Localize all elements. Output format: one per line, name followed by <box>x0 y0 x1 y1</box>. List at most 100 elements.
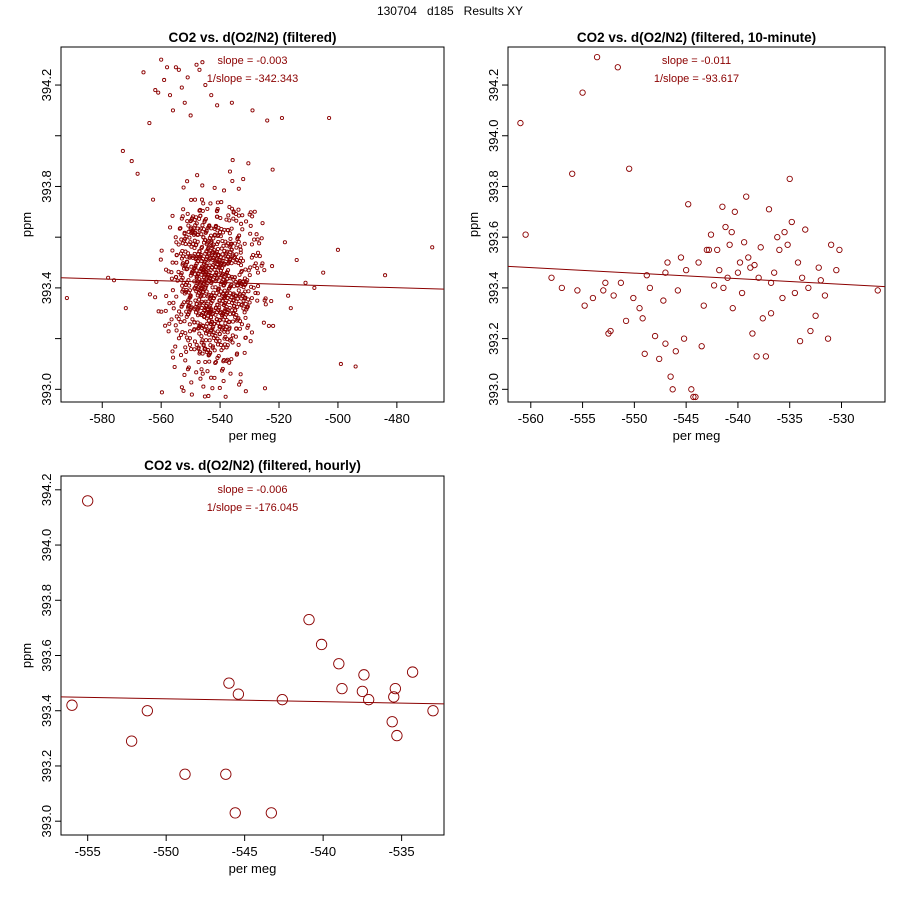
data-point <box>236 213 241 218</box>
data-point <box>178 226 183 231</box>
data-point <box>190 229 195 234</box>
data-point <box>167 93 173 98</box>
data-point <box>312 285 317 290</box>
data-point <box>237 326 243 331</box>
data-point <box>222 295 227 300</box>
data-point <box>249 330 254 335</box>
data-point <box>674 287 682 294</box>
data-point <box>173 235 178 240</box>
data-point <box>664 259 671 266</box>
data-point <box>315 638 328 651</box>
data-point <box>111 278 117 283</box>
data-point <box>260 221 265 226</box>
data-point <box>238 372 243 377</box>
data-point <box>230 178 235 184</box>
data-point <box>198 266 204 271</box>
data-point <box>185 266 190 271</box>
data-point <box>239 221 244 226</box>
data-point <box>234 352 239 357</box>
data-point <box>221 243 226 248</box>
data-point <box>338 361 343 367</box>
data-point <box>176 316 181 322</box>
data-point <box>682 266 690 274</box>
data-point <box>174 328 179 333</box>
y-tick-label: 393.2 <box>486 322 501 355</box>
data-point <box>184 254 189 259</box>
data-point <box>187 336 192 341</box>
data-point <box>229 226 234 231</box>
data-point <box>223 315 228 320</box>
data-point <box>189 197 194 202</box>
data-point <box>174 275 179 280</box>
data-point <box>196 359 201 365</box>
data-point <box>141 705 153 717</box>
data-point <box>229 807 241 819</box>
data-point <box>202 327 207 332</box>
data-point <box>265 118 270 123</box>
x-tick-label: -545 <box>232 844 258 859</box>
data-point <box>220 258 225 263</box>
data-point <box>184 309 189 314</box>
x-tick-label: -550 <box>153 844 179 859</box>
data-point <box>172 364 177 370</box>
data-point <box>186 365 191 370</box>
data-point <box>247 212 252 217</box>
data-point <box>174 294 179 299</box>
data-point <box>206 224 212 229</box>
data-point <box>201 343 206 348</box>
data-point <box>269 299 274 304</box>
data-point <box>261 320 266 325</box>
data-point <box>178 319 183 325</box>
data-point <box>248 265 253 270</box>
data-point <box>205 206 210 211</box>
x-tick-label: -540 <box>725 411 751 426</box>
data-point <box>179 216 184 221</box>
data-point <box>147 292 152 297</box>
data-point <box>740 239 748 246</box>
data-point <box>153 88 158 93</box>
plot-frame <box>60 475 445 836</box>
data-point <box>179 85 184 90</box>
data-point <box>129 159 134 164</box>
data-point <box>206 348 211 353</box>
data-point <box>223 394 228 399</box>
data-point <box>192 347 197 352</box>
inverse-slope-annotation: 1/slope = -93.617 <box>654 73 739 85</box>
data-point <box>203 359 208 365</box>
data-point <box>194 370 199 375</box>
data-point <box>227 305 232 311</box>
data-point <box>235 304 240 309</box>
data-point <box>216 307 221 313</box>
data-point <box>728 228 735 236</box>
data-point <box>222 248 227 253</box>
data-point <box>185 211 190 216</box>
data-point <box>767 310 775 317</box>
data-point <box>517 119 524 127</box>
data-point <box>195 232 201 237</box>
data-point <box>232 688 245 700</box>
plot-frame <box>60 46 445 403</box>
data-point <box>225 310 230 315</box>
data-point <box>166 329 171 334</box>
data-point <box>788 218 795 226</box>
data-point <box>229 336 234 342</box>
data-point <box>202 394 207 399</box>
data-point <box>239 322 245 327</box>
data-point <box>163 308 168 313</box>
data-point <box>626 165 633 172</box>
data-point <box>391 729 403 742</box>
data-point <box>749 330 756 337</box>
data-point <box>189 380 194 385</box>
data-point <box>729 305 736 312</box>
data-point <box>200 60 205 65</box>
data-point <box>214 277 219 282</box>
data-point <box>243 289 248 294</box>
data-point <box>201 201 206 206</box>
data-point <box>220 271 225 276</box>
data-point <box>238 244 243 249</box>
data-point <box>201 235 206 240</box>
data-point <box>194 289 199 294</box>
panel-filtered: CO2 vs. d(O2/N2) (filtered) -580 -560 -540 -… <box>19 30 445 443</box>
data-point <box>171 355 176 360</box>
data-point <box>187 342 193 347</box>
